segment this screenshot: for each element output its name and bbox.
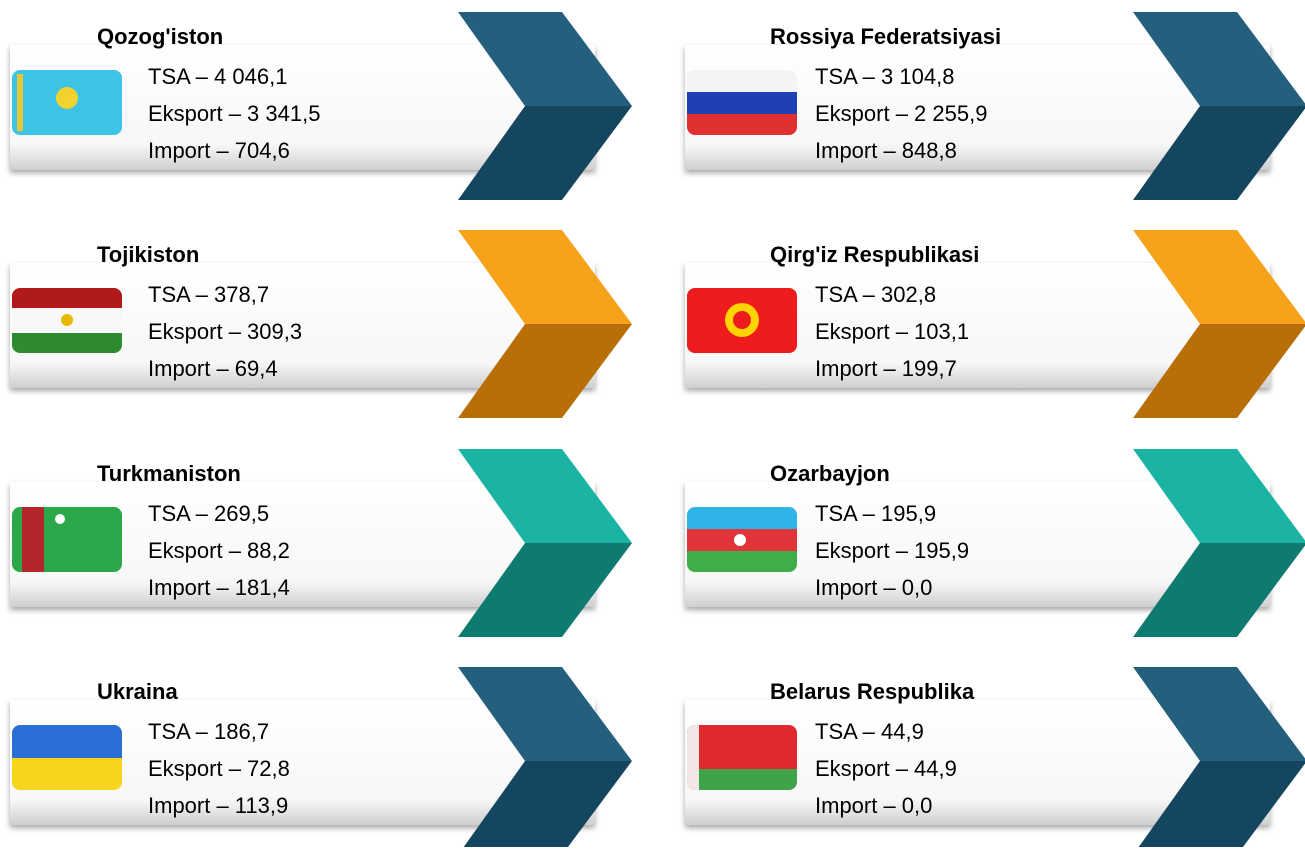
card: Turkmaniston TSA – 269,5 Eksport – 88,2 Imp… xyxy=(10,449,632,637)
card-title: Turkmaniston xyxy=(97,461,241,486)
flag-body xyxy=(12,725,122,790)
card-title: Belarus Respublika xyxy=(770,679,975,704)
card-line: TSA – 3 104,8 xyxy=(815,64,954,89)
chevron-bottom xyxy=(460,761,632,852)
card: Ukraina TSA – 186,7 Eksport – 72,8 Import –… xyxy=(10,667,632,852)
card-line: Import – 199,7 xyxy=(815,356,957,381)
flag-yellow xyxy=(12,758,122,790)
chevron-bottom xyxy=(458,543,632,637)
chevron-bottom xyxy=(458,106,632,200)
chevron-top xyxy=(458,667,632,761)
card-line: Eksport – 195,9 xyxy=(815,538,969,563)
flag-body xyxy=(12,70,122,135)
chevron-top xyxy=(1133,667,1305,761)
flag xyxy=(687,288,797,353)
card-line: Import – 704,6 xyxy=(148,138,290,163)
chevron-top xyxy=(458,449,632,543)
flag-red xyxy=(687,725,797,769)
card-line: TSA – 195,9 xyxy=(815,501,936,526)
card-line: Eksport – 3 341,5 xyxy=(148,101,320,126)
flag-tunduk xyxy=(733,311,751,329)
flag-green xyxy=(687,769,797,790)
card-line: Import – 181,4 xyxy=(148,575,290,600)
flag-green xyxy=(12,333,122,353)
flag-blue xyxy=(687,507,797,529)
chevron-bottom xyxy=(1133,106,1305,200)
card-line: TSA – 186,7 xyxy=(148,719,269,744)
flag-body xyxy=(687,507,797,572)
flag-body xyxy=(12,288,122,353)
card-line: Eksport – 309,3 xyxy=(148,319,302,344)
card-line: Import – 0,0 xyxy=(815,793,932,818)
chevron-top xyxy=(1133,12,1305,106)
card-line: TSA – 378,7 xyxy=(148,282,269,307)
flag-moon xyxy=(55,514,65,524)
flag-stripe xyxy=(22,507,44,572)
flag-white xyxy=(687,70,797,92)
chevron-top xyxy=(458,12,632,106)
flag-body xyxy=(687,725,797,790)
flag-blue xyxy=(12,725,122,758)
card-line: Eksport – 88,2 xyxy=(148,538,290,563)
card-title: Rossiya Federatsiyasi xyxy=(770,24,1001,49)
card: Rossiya Federatsiyasi TSA – 3 104,8 Ekspor… xyxy=(685,12,1305,200)
chevron-bottom xyxy=(1133,324,1305,418)
flag-crown xyxy=(61,314,73,326)
card-line: Import – 69,4 xyxy=(148,356,278,381)
card-line: Eksport – 72,8 xyxy=(148,756,290,781)
flag-body xyxy=(687,70,797,135)
flag-ornament xyxy=(687,725,699,790)
card-line: TSA – 44,9 xyxy=(815,719,924,744)
card-line: Import – 0,0 xyxy=(815,575,932,600)
card-line: TSA – 269,5 xyxy=(148,501,269,526)
chevron-top xyxy=(458,230,632,324)
chevron-bottom xyxy=(458,324,632,418)
card-title: Tojikiston xyxy=(97,242,199,267)
flag xyxy=(12,288,122,353)
card-line: TSA – 302,8 xyxy=(815,282,936,307)
card: Qirg'iz Respublikasi TSA – 302,8 Eksport –… xyxy=(685,230,1305,418)
card-line: Eksport – 103,1 xyxy=(815,319,969,344)
flag-green xyxy=(687,551,797,572)
card: Ozarbayjon TSA – 195,9 Eksport – 195,9 Impo… xyxy=(685,449,1305,637)
card: Qozog'iston TSA – 4 046,1 Eksport – 3 341,… xyxy=(10,12,632,200)
card-title: Qozog'iston xyxy=(97,24,223,49)
flag-red xyxy=(12,288,122,308)
chevron-bottom xyxy=(1135,761,1305,852)
card-line: Eksport – 44,9 xyxy=(815,756,957,781)
card-line: TSA – 4 046,1 xyxy=(148,64,287,89)
flag-blue xyxy=(687,92,797,114)
flag-body xyxy=(687,288,797,353)
flag-red xyxy=(687,114,797,135)
flag xyxy=(687,70,797,135)
flag xyxy=(12,725,122,790)
flag xyxy=(687,507,797,572)
card-line: Eksport – 2 255,9 xyxy=(815,101,987,126)
flag xyxy=(687,725,797,790)
flag-body xyxy=(12,507,122,572)
card-line: Import – 848,8 xyxy=(815,138,957,163)
flag-moon xyxy=(734,534,746,546)
card-title: Qirg'iz Respublikasi xyxy=(770,242,979,267)
chevron-top xyxy=(1133,230,1305,324)
flag xyxy=(12,507,122,572)
chevron-top xyxy=(1133,449,1305,543)
flag xyxy=(12,70,122,135)
flag-ornament xyxy=(17,74,23,131)
chevron-bottom xyxy=(1133,543,1305,637)
card: Belarus Respublika TSA – 44,9 Eksport – 44… xyxy=(685,667,1305,852)
card: Tojikiston TSA – 378,7 Eksport – 309,3 Impo… xyxy=(10,230,632,418)
card-line: Import – 113,9 xyxy=(148,793,288,818)
card-title: Ukraina xyxy=(97,679,178,704)
flag-sun xyxy=(56,87,78,109)
card-title: Ozarbayjon xyxy=(770,461,890,486)
